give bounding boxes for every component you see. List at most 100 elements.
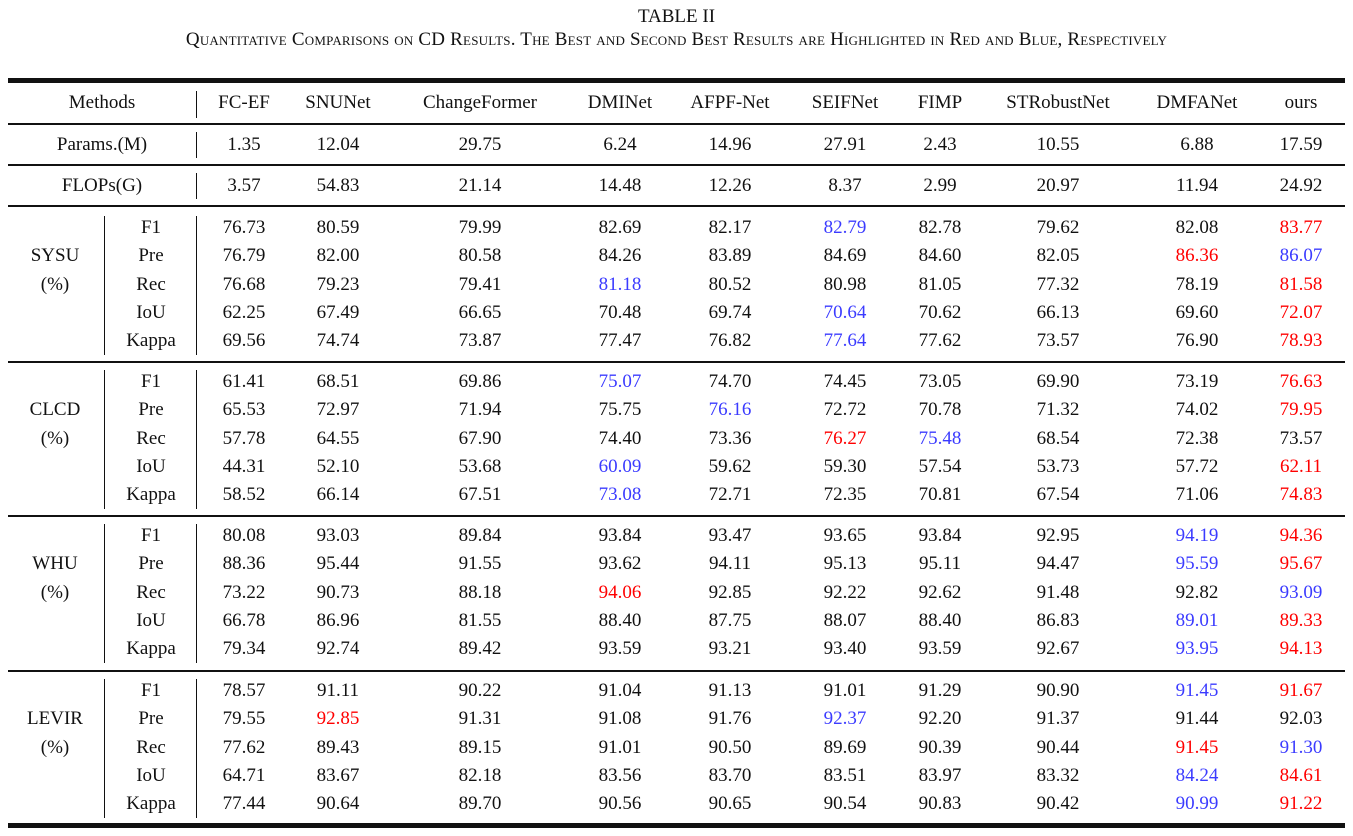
metric-label: Kappa [126, 638, 176, 660]
clcd-rule [8, 515, 1345, 517]
table-cell: 92.62 [918, 581, 962, 603]
metric-label: Rec [136, 736, 166, 758]
table-cell: 91.37 [1036, 708, 1080, 730]
table-cell: 10.55 [1036, 134, 1080, 155]
table-cell: 79.95 [1279, 399, 1323, 421]
table-cell: 93.47 [708, 525, 752, 546]
table-cell: 94.11 [708, 553, 752, 575]
table-cell: 76.73 [222, 217, 266, 238]
table-cell: 76.79 [222, 245, 266, 267]
metric-label: IoU [136, 455, 166, 477]
table-cell: 78.19 [1175, 273, 1219, 295]
table-cell: 73.57 [1279, 427, 1323, 449]
table-cell: 91.55 [458, 553, 502, 575]
table-cell: 86.96 [316, 609, 360, 631]
table-cell: 78.57 [222, 680, 266, 701]
metric-label: F1 [140, 680, 162, 701]
table-cell: 92.95 [1036, 525, 1080, 546]
table-cell: 77.32 [1036, 273, 1080, 295]
table-cell: 77.62 [918, 330, 962, 352]
table-cell: 69.60 [1175, 301, 1219, 323]
table-cell: 86.36 [1175, 245, 1219, 267]
table-cell: 6.88 [1180, 134, 1214, 155]
table-cell: 84.61 [1279, 764, 1323, 786]
table-cell: 94.06 [598, 581, 642, 603]
table-cell: 17.59 [1279, 134, 1323, 155]
metric-label: Rec [136, 273, 166, 295]
table-cell: 67.49 [316, 301, 360, 323]
table-cell: 78.93 [1279, 330, 1323, 352]
table-label: TABLE II [637, 6, 716, 27]
table-cell: 44.31 [222, 455, 266, 477]
table-cell: 91.01 [598, 736, 642, 758]
table-cell: 84.24 [1175, 764, 1219, 786]
table-cell: 74.45 [823, 371, 867, 392]
table-cell: 82.05 [1036, 245, 1080, 267]
metric-label: F1 [140, 217, 162, 238]
table-cell: 82.08 [1175, 217, 1219, 238]
table-cell: 80.59 [316, 217, 360, 238]
table-cell: 82.79 [823, 217, 867, 238]
table-cell: 93.03 [316, 525, 360, 546]
table-cell: 84.26 [598, 245, 642, 267]
table-cell: 70.48 [598, 301, 642, 323]
table-cell: 93.59 [598, 638, 642, 660]
table-cell: 69.74 [708, 301, 752, 323]
table-cell: 87.75 [708, 609, 752, 631]
table-cell: 76.82 [708, 330, 752, 352]
column-header: AFPF-Net [690, 92, 770, 113]
dataset-name: SYSU [30, 245, 80, 267]
dataset-unit: (%) [40, 736, 70, 758]
table-cell: 66.14 [316, 484, 360, 506]
table-cell: 82.00 [316, 245, 360, 267]
metric-label: Pre [138, 399, 164, 421]
table-cell: 74.70 [708, 371, 752, 392]
table-cell: 1.35 [227, 134, 261, 155]
table-cell: 88.40 [918, 609, 962, 631]
table-cell: 76.27 [823, 427, 867, 449]
group-separator-levir [104, 679, 106, 819]
table-cell: 66.78 [222, 609, 266, 631]
table-cell: 83.32 [1036, 764, 1080, 786]
table-cell: 91.04 [598, 680, 642, 701]
table-cell: 91.44 [1175, 708, 1219, 730]
table-cell: 6.24 [603, 134, 637, 155]
table-cell: 12.26 [708, 175, 752, 196]
table-cell: 82.69 [598, 217, 642, 238]
table-cell: 57.72 [1175, 455, 1219, 477]
table-cell: 77.47 [598, 330, 642, 352]
table-cell: 93.59 [918, 638, 962, 660]
table-cell: 92.74 [316, 638, 360, 660]
table-cell: 11.94 [1175, 175, 1219, 196]
table-cell: 72.71 [708, 484, 752, 506]
table-cell: 89.15 [458, 736, 502, 758]
table-cell: 84.69 [823, 245, 867, 267]
complexity-label: Params.(M) [56, 134, 148, 155]
table-cell: 95.13 [823, 553, 867, 575]
header-separator [196, 91, 198, 118]
table-cell: 72.97 [316, 399, 360, 421]
table-cell: 84.60 [918, 245, 962, 267]
table-cell: 69.90 [1036, 371, 1080, 392]
table-cell: 88.18 [458, 581, 502, 603]
table-cell: 79.23 [316, 273, 360, 295]
whu-rule [8, 670, 1345, 672]
table-cell: 61.41 [222, 371, 266, 392]
table-cell: 83.67 [316, 764, 360, 786]
table-cell: 94.47 [1036, 553, 1080, 575]
dataset-name: LEVIR [27, 708, 83, 730]
metric-label: Pre [138, 708, 164, 730]
table-cell: 86.07 [1279, 245, 1323, 267]
sysu-rule [8, 361, 1345, 363]
table-cell: 82.17 [708, 217, 752, 238]
table-cell: 76.90 [1175, 330, 1219, 352]
block-separator-clcd [196, 370, 198, 510]
table-cell: 75.48 [918, 427, 962, 449]
table-cell: 90.50 [708, 736, 752, 758]
table-cell: 82.78 [918, 217, 962, 238]
table-cell: 90.42 [1036, 793, 1080, 815]
metric-label: Kappa [126, 330, 176, 352]
table-cell: 90.83 [918, 793, 962, 815]
table-cell: 95.11 [918, 553, 962, 575]
table-cell: 71.94 [458, 399, 502, 421]
